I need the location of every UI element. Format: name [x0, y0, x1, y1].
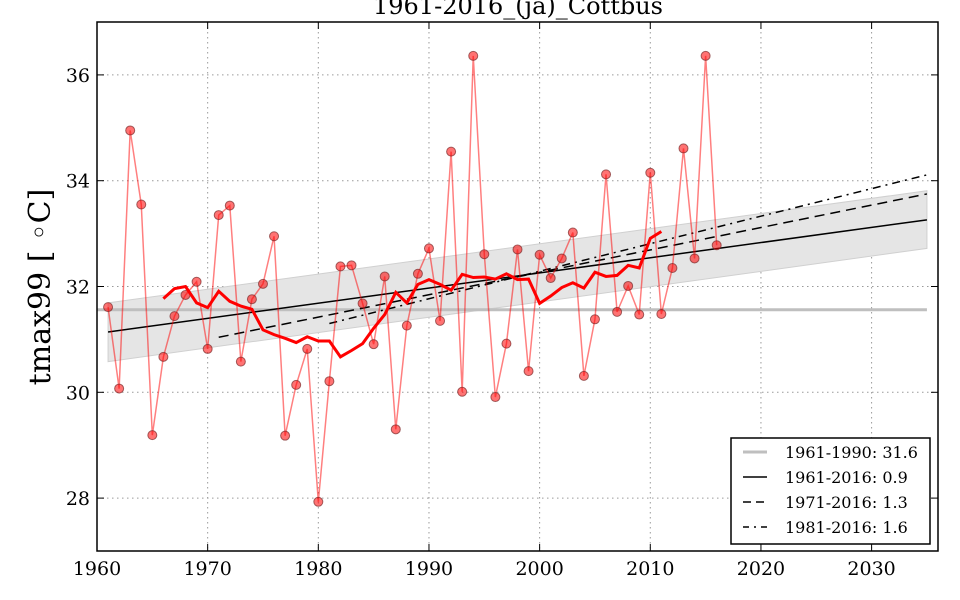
x-tick-label: 1990 [405, 558, 453, 580]
smoothed-line [162, 230, 663, 359]
data-point [335, 261, 346, 272]
data-point [202, 343, 213, 354]
data-point [368, 339, 379, 350]
trend-line-1961-2016 [107, 219, 928, 333]
legend-label: 1961-2016: 0.9 [785, 468, 908, 487]
data-point [567, 227, 578, 238]
data-point [656, 309, 667, 320]
data-point [556, 253, 567, 264]
data-point [667, 262, 678, 273]
data-point [634, 309, 645, 320]
data-point [357, 298, 368, 309]
data-point [601, 169, 612, 180]
data-point [412, 268, 423, 279]
legend-label: 1961-1990: 31.6 [785, 443, 918, 462]
data-point [479, 249, 490, 260]
data-point [700, 50, 711, 61]
y-tick-label: 30 [66, 382, 90, 404]
data-point [534, 249, 545, 260]
x-tick-label: 1960 [73, 558, 121, 580]
x-tick-label: 2030 [847, 558, 895, 580]
y-axis-label: tmax99 [ ◦C] [23, 189, 58, 386]
data-point [645, 167, 656, 178]
data-point [468, 50, 479, 61]
legend: 1961-1990: 31.6 1961-2016: 0.9 1971-2016: … [730, 437, 931, 545]
data-point [313, 496, 324, 507]
data-point [390, 424, 401, 435]
chart-title: 1961-2016_(ja)_Cottbus [373, 0, 663, 20]
data-point [623, 280, 634, 291]
y-tick-label: 32 [66, 277, 90, 299]
x-tick-label: 2010 [626, 558, 674, 580]
legend-label: 1981-2016: 1.6 [785, 518, 908, 537]
data-point [191, 276, 202, 287]
data-point [523, 366, 534, 377]
data-point [457, 386, 468, 397]
trend-line-1971-2016 [218, 193, 928, 339]
data-point [224, 200, 235, 211]
data-point [446, 146, 457, 157]
data-point [269, 231, 280, 242]
data-point [589, 314, 600, 325]
data-point [169, 311, 180, 322]
data-point [435, 315, 446, 326]
data-point [612, 306, 623, 317]
data-point [158, 351, 169, 362]
x-tick-label: 2020 [737, 558, 785, 580]
y-tick-label: 28 [66, 488, 90, 510]
data-point [302, 343, 313, 354]
data-point [501, 338, 512, 349]
data-point [125, 125, 136, 136]
y-tick-label: 36 [66, 65, 90, 87]
data-point [711, 240, 722, 251]
data-point [678, 143, 689, 154]
axis-ticks [96, 22, 938, 551]
data-point [324, 376, 335, 387]
trend-lines [97, 174, 928, 339]
y-tick-label: 34 [66, 171, 90, 193]
data-point [423, 243, 434, 254]
data-point [291, 379, 302, 390]
legend-label: 1971-2016: 1.3 [785, 493, 908, 512]
data-point [512, 244, 523, 255]
data-point [346, 260, 357, 271]
x-tick-label: 2000 [515, 558, 563, 580]
data-point [147, 430, 158, 441]
data-point [246, 294, 257, 305]
trend-line-1981-2016 [329, 174, 928, 325]
data-point [136, 199, 147, 210]
data-point [257, 278, 268, 289]
x-tick-label: 1970 [183, 558, 231, 580]
data-point [379, 271, 390, 282]
observed-series [103, 50, 722, 507]
x-tick-labels: 1960 1970 1980 1990 2000 2010 2020 2030 [73, 558, 896, 580]
data-point [235, 356, 246, 367]
data-point [213, 210, 224, 221]
data-point [689, 253, 700, 264]
data-point [114, 383, 125, 394]
data-point [578, 370, 589, 381]
data-point [490, 392, 501, 403]
data-point [401, 320, 412, 331]
data-point [103, 302, 114, 313]
y-tick-labels: 28 30 32 34 36 [66, 65, 90, 510]
smoothed-series [162, 230, 663, 359]
x-tick-label: 1980 [294, 558, 342, 580]
data-point [545, 273, 556, 284]
data-point [280, 430, 291, 441]
observed-line [107, 55, 718, 502]
